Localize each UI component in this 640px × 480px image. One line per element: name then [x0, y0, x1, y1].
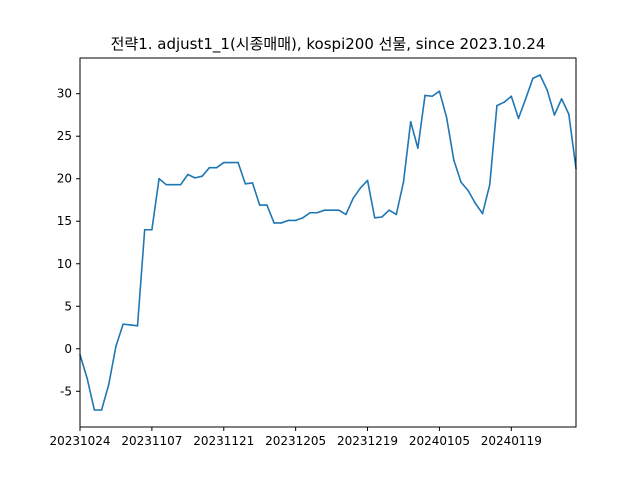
data-point — [524, 98, 527, 100]
data-point — [553, 114, 556, 116]
x-tick-label: 20231121 — [193, 434, 254, 448]
y-tick-label: 25 — [57, 129, 72, 143]
y-tick-label: 15 — [57, 214, 72, 228]
data-point — [172, 183, 175, 186]
y-tick-label: 20 — [57, 172, 72, 186]
data-point — [237, 161, 239, 164]
data-point — [402, 181, 405, 183]
data-point — [460, 181, 462, 183]
data-point — [481, 212, 484, 215]
y-axis: -5 0 5 10 15 20 25 30 — [57, 87, 80, 398]
data-point — [302, 217, 304, 219]
data-point — [424, 94, 426, 97]
data-point — [474, 202, 477, 205]
data-point — [165, 183, 168, 186]
data-point — [316, 211, 319, 214]
data-point — [568, 113, 570, 115]
data-point — [273, 222, 275, 224]
data-point — [467, 189, 469, 192]
data-point — [438, 90, 441, 92]
data-point — [417, 147, 419, 149]
y-tick-label: 5 — [64, 299, 72, 313]
data-point — [309, 211, 311, 214]
y-tick-label: 10 — [57, 257, 72, 271]
data-point — [151, 228, 153, 231]
data-point — [122, 323, 124, 325]
data-point — [215, 166, 218, 169]
data-point — [179, 183, 182, 186]
data-point — [539, 74, 541, 76]
data-point — [345, 213, 347, 216]
data-point — [409, 120, 412, 123]
series-line — [79, 74, 577, 411]
data-point — [294, 219, 297, 222]
plot-frame — [79, 57, 577, 428]
data-point — [352, 197, 354, 200]
data-point — [359, 187, 362, 189]
chart-title: 전략1. adjust1_1(시종매매), kospi200 선물, since… — [111, 35, 546, 54]
data-point — [100, 409, 103, 411]
data-point — [330, 209, 333, 211]
data-point — [366, 179, 369, 182]
data-point — [453, 159, 455, 161]
data-point — [395, 213, 398, 216]
data-point — [208, 166, 211, 169]
data-point — [373, 217, 376, 219]
data-point — [201, 175, 203, 177]
y-tick-label: 0 — [64, 342, 72, 356]
data-point — [266, 204, 268, 206]
data-point — [158, 177, 160, 180]
data-point — [86, 377, 88, 380]
data-point — [488, 183, 491, 186]
data-point — [381, 216, 383, 218]
data-point — [230, 161, 232, 164]
x-tick-label: 20231205 — [265, 434, 326, 448]
y-tick-label: 30 — [57, 87, 72, 101]
x-tick-label: 20240119 — [481, 434, 542, 448]
x-tick-label: 20231219 — [337, 434, 398, 448]
data-point — [244, 183, 247, 185]
data-point — [194, 177, 196, 179]
data-point — [287, 219, 290, 222]
data-point — [280, 222, 283, 224]
data-point — [107, 383, 110, 386]
data-point — [93, 409, 96, 411]
y-tick-label: -5 — [60, 384, 72, 398]
x-tick-label: 20240105 — [409, 434, 470, 448]
data-point — [187, 173, 189, 176]
data-point — [546, 89, 549, 92]
data-point — [445, 116, 448, 119]
data-point — [496, 104, 498, 107]
x-tick-label: 20231107 — [121, 434, 182, 448]
data-point — [532, 77, 534, 80]
data-point — [560, 98, 563, 100]
data-point — [431, 95, 434, 98]
x-tick-label: 20231024 — [49, 434, 110, 448]
data-point — [388, 209, 390, 211]
data-point — [503, 101, 505, 104]
data-point — [323, 209, 326, 211]
data-point — [251, 182, 254, 184]
data-point — [129, 324, 132, 326]
data-point — [136, 325, 139, 327]
data-point — [517, 117, 520, 120]
data-point — [258, 204, 261, 206]
data-point — [222, 161, 225, 164]
data-point — [143, 228, 146, 231]
data-point — [510, 95, 513, 98]
x-axis: 20231024 20231107 20231121 20231205 20231219… — [49, 427, 542, 448]
data-point — [337, 209, 340, 211]
data-point — [115, 345, 117, 348]
series-layer — [79, 74, 577, 411]
